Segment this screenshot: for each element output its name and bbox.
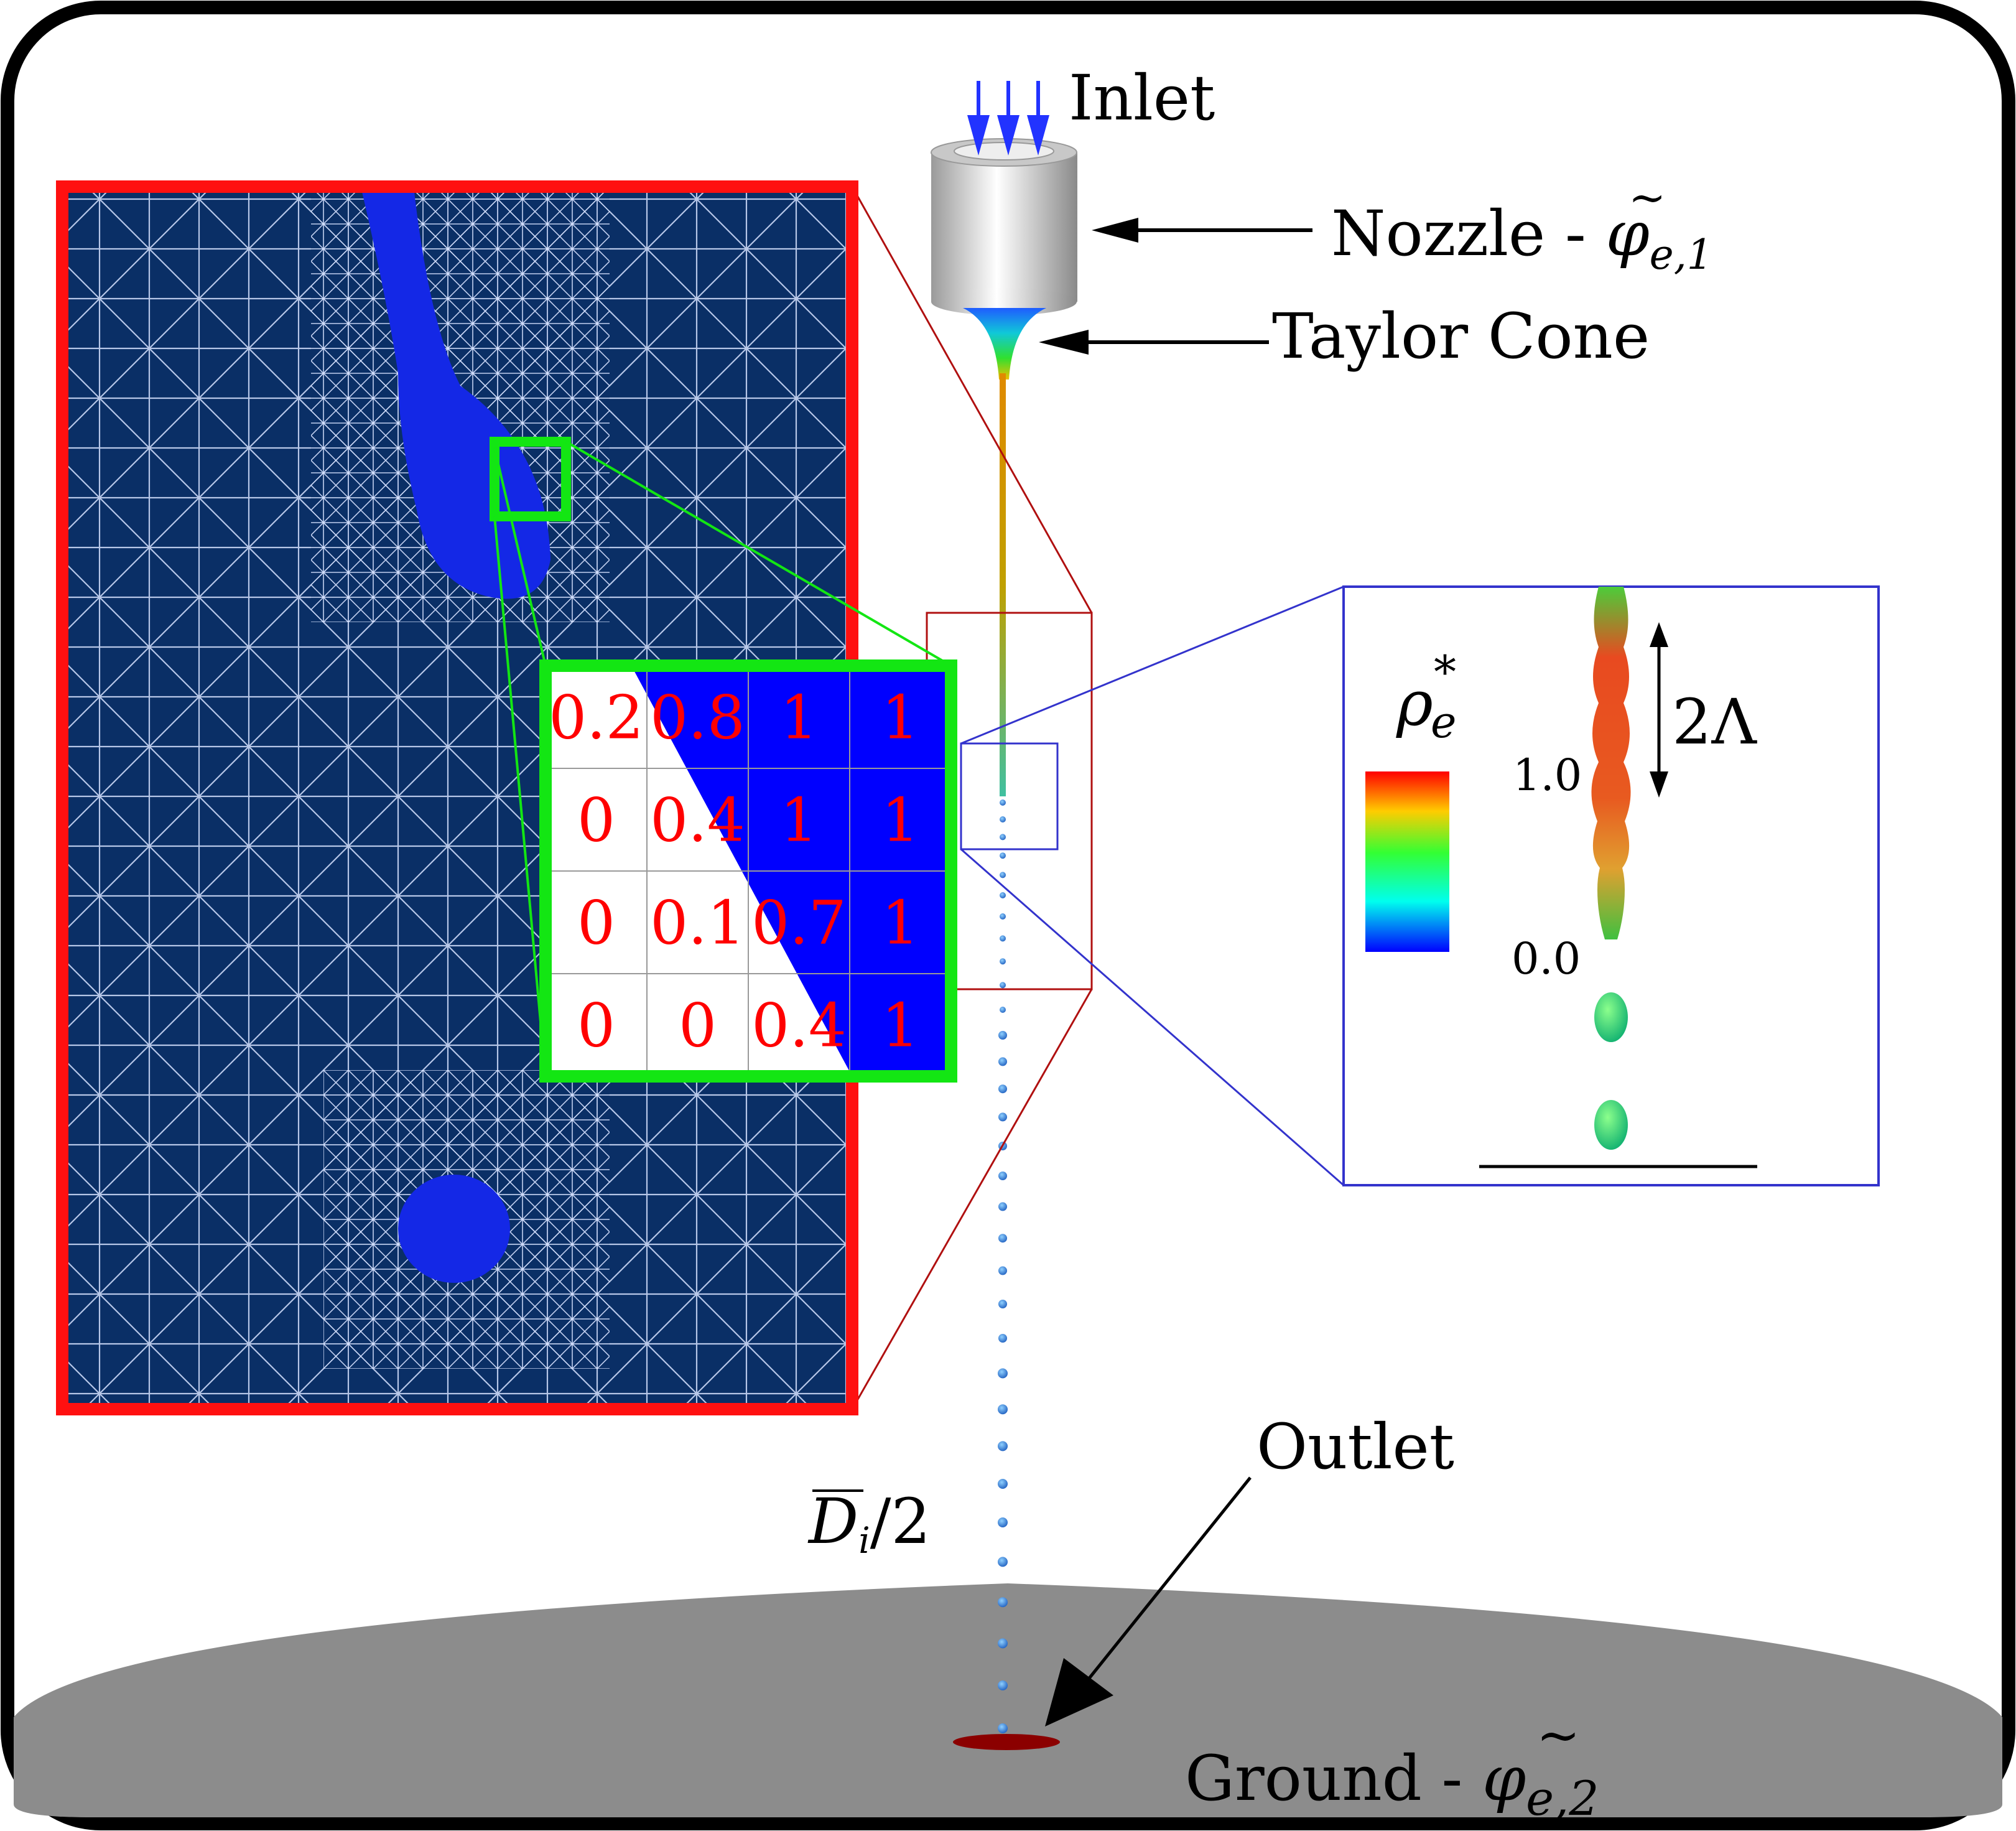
small-droplet	[998, 1334, 1007, 1343]
jet-column	[1591, 587, 1631, 939]
colorbar-title-sub: e	[1431, 697, 1456, 748]
small-droplet	[1000, 852, 1006, 859]
inlet-label: Inlet	[1069, 62, 1215, 134]
grid-cell-value: 0	[577, 786, 615, 855]
grid-cell-value: 1	[780, 683, 818, 753]
grid-cell-value: 0.8	[650, 683, 745, 753]
small-droplet	[1000, 1007, 1006, 1013]
small-droplet	[998, 1112, 1007, 1122]
small-droplet	[1000, 935, 1006, 942]
small-droplet	[998, 1404, 1008, 1415]
grid-cell-value: 1	[881, 888, 919, 958]
small-droplet	[1000, 799, 1006, 806]
nozzle-label: Nozzle - φe,1	[1331, 197, 1713, 279]
small-droplet	[1000, 913, 1006, 920]
colorbar-min-label: 0.0	[1512, 933, 1581, 984]
taylor-cone-pointer-arrow	[1039, 330, 1269, 355]
small-droplet	[998, 1597, 1008, 1608]
jet-zoom-inset: ρ * e 1.0 0.0 2Λ	[1342, 585, 1880, 1186]
grid-cell-value: 1	[881, 683, 919, 753]
small-droplet	[998, 1234, 1007, 1243]
grid-cell-value: 0	[679, 991, 717, 1061]
taylor-cone-label: Taylor Cone	[1272, 300, 1650, 373]
small-droplet	[1000, 872, 1006, 878]
small-droplet	[998, 1172, 1007, 1180]
small-droplet	[1000, 892, 1006, 898]
ground-label: Ground - φe,2	[1185, 1742, 1599, 1826]
ground-tilde: ~	[1536, 1705, 1580, 1766]
small-droplet	[998, 1266, 1007, 1275]
jet-zoom-droplet	[1594, 1100, 1628, 1150]
small-droplet	[998, 1441, 1008, 1451]
grid-cell-value: 1	[881, 991, 919, 1061]
small-droplet	[998, 1300, 1007, 1308]
inlet-arrows	[967, 81, 1049, 156]
grid-cell-value: 1	[881, 786, 919, 855]
outlet-pointer-arrow	[1045, 1476, 1252, 1726]
grid-cell-value: 0	[577, 888, 615, 958]
small-droplet	[998, 1057, 1007, 1066]
droplet-diameter-label: Di/2	[807, 1485, 931, 1562]
liquid-jet	[1000, 373, 1006, 796]
cell-zoom-connectors	[493, 440, 952, 1077]
grid-cell-value: 1	[780, 786, 818, 855]
small-droplet	[998, 1723, 1008, 1733]
colorbar-title: ρ	[1396, 667, 1433, 740]
ground-plane	[14, 1583, 2002, 1817]
small-droplet	[998, 1638, 1008, 1649]
outlet-label: Outlet	[1257, 1410, 1454, 1483]
cell-zoom-marker	[490, 437, 571, 521]
colorbar	[1365, 771, 1449, 952]
volume-fraction-grid-inset: 0.2 0.8 1 10 0.4 1 10 0.1 0.7 10 0 0.4 1	[539, 659, 957, 1083]
outlet-spot	[953, 1734, 1060, 1750]
taylor-cone	[963, 308, 1046, 380]
small-droplet	[998, 1368, 1008, 1379]
small-droplet	[998, 1202, 1007, 1211]
small-droplet	[998, 1557, 1008, 1567]
wavelength-label: 2Λ	[1672, 686, 1758, 758]
nozzle-tilde: ~	[1628, 171, 1666, 223]
jet-zoom-droplet	[1594, 992, 1628, 1042]
grid-cell-value: 0	[577, 991, 615, 1061]
grid-cell-value: 0.7	[751, 888, 847, 958]
grid-cell-value: 0.1	[650, 888, 745, 958]
small-droplet	[998, 1517, 1008, 1527]
grid-cell-value: 0.4	[751, 991, 847, 1061]
small-droplet	[1000, 816, 1006, 822]
small-droplet	[1000, 982, 1006, 989]
colorbar-title-sup: *	[1434, 646, 1456, 698]
small-droplet	[1000, 834, 1006, 841]
colorbar-max-label: 1.0	[1513, 750, 1582, 801]
jet-zoom-connectors	[960, 585, 1344, 1186]
small-droplet	[998, 1479, 1008, 1489]
nozzle	[931, 138, 1077, 315]
small-droplet	[1000, 958, 1006, 965]
nozzle-pointer-arrow	[1092, 218, 1312, 243]
small-droplet	[998, 1680, 1008, 1690]
small-droplet	[998, 1031, 1007, 1040]
grid-cell-value: 0.2	[549, 683, 644, 753]
wavelength-arrow	[1650, 622, 1668, 798]
grid-cell-value: 0.4	[650, 786, 745, 855]
droplet-chain	[998, 799, 1008, 1733]
small-droplet	[998, 1084, 1007, 1094]
